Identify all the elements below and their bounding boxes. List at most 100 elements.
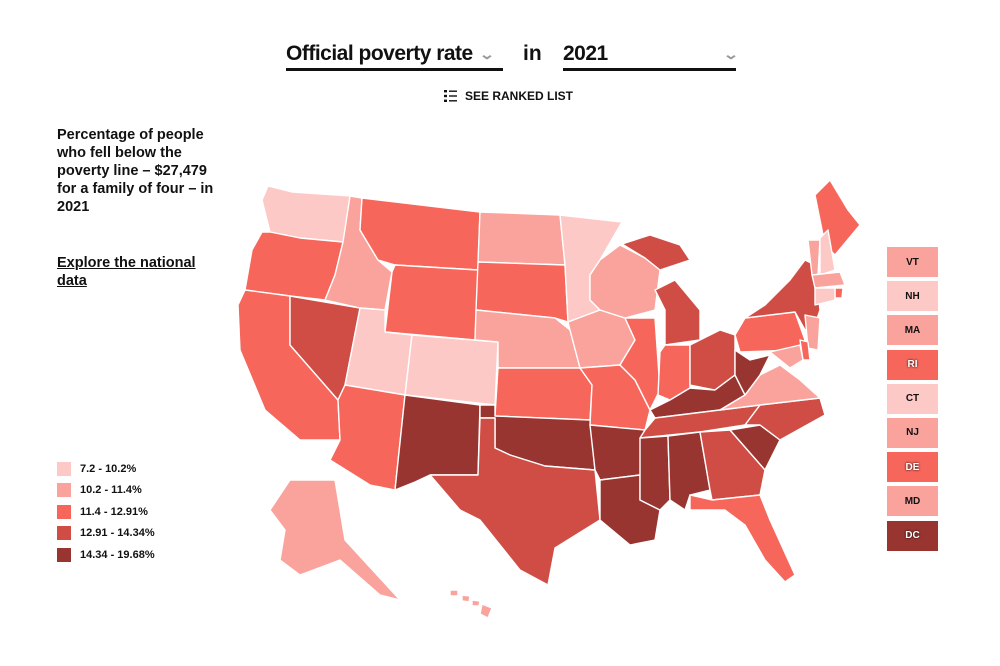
state-box-label: NJ: [906, 427, 919, 439]
state-shape[interactable]: [429, 417, 601, 586]
state-shape[interactable]: [479, 603, 493, 619]
state-ma[interactable]: [811, 271, 846, 289]
state-box-label: MD: [904, 495, 921, 507]
state-shape[interactable]: [621, 234, 691, 271]
legend-item: 12.91 - 14.34%: [57, 523, 155, 545]
state-shape[interactable]: [734, 349, 771, 396]
state-tx[interactable]: [429, 417, 601, 586]
state-sd[interactable]: [475, 261, 569, 323]
state-or[interactable]: [244, 231, 344, 301]
legend: 7.2 - 10.2% 10.2 - 11.4% 11.4 - 12.91% 12.9…: [57, 458, 155, 566]
metric-select-value: Official poverty rate: [286, 42, 473, 65]
state-nh[interactable]: [819, 229, 836, 276]
state-box-label: DE: [905, 461, 920, 473]
state-nj[interactable]: [804, 314, 821, 351]
list-icon: [444, 90, 457, 102]
state-wv[interactable]: [734, 349, 771, 396]
state-box-label: NH: [905, 290, 920, 302]
state-shape[interactable]: [475, 261, 569, 323]
state-shape[interactable]: [819, 229, 836, 276]
legend-item: 10.2 - 11.4%: [57, 480, 155, 502]
state-ri[interactable]: [834, 287, 844, 299]
metric-select[interactable]: Official poverty rate ⌄: [286, 40, 503, 71]
state-md[interactable]: [769, 344, 804, 369]
see-ranked-list-button[interactable]: SEE RANKED LIST: [444, 89, 573, 103]
chevron-down-icon: ⌄: [478, 45, 495, 62]
state-shape[interactable]: [384, 264, 479, 341]
legend-label: 14.34 - 19.68%: [80, 548, 155, 561]
state-shape[interactable]: [404, 334, 499, 406]
state-box-ma[interactable]: MA: [887, 315, 938, 346]
state-shape[interactable]: [804, 314, 821, 351]
small-states-list: VT NH MA RI CT NJ DE MD DC: [887, 247, 938, 555]
state-box-nj[interactable]: NJ: [887, 417, 938, 448]
state-shape[interactable]: [814, 287, 836, 306]
state-ms[interactable]: [639, 435, 671, 511]
state-wy[interactable]: [384, 264, 479, 341]
state-shape[interactable]: [589, 424, 646, 481]
state-shape[interactable]: [811, 271, 846, 289]
state-box-ri[interactable]: RI: [887, 349, 938, 380]
state-shape[interactable]: [329, 384, 406, 491]
connector-text: in: [523, 42, 542, 65]
state-shape[interactable]: [471, 599, 481, 607]
state-co[interactable]: [404, 334, 499, 406]
legend-label: 11.4 - 12.91%: [80, 505, 148, 518]
state-box-label: DC: [905, 530, 920, 541]
state-shape[interactable]: [589, 244, 661, 319]
state-ct[interactable]: [814, 287, 836, 306]
state-shape[interactable]: [834, 287, 844, 299]
state-box-vt[interactable]: VT: [887, 247, 938, 277]
state-box-ct[interactable]: CT: [887, 383, 938, 414]
chevron-down-icon: ⌄: [722, 45, 739, 62]
legend-item: 11.4 - 12.91%: [57, 501, 155, 523]
state-shape[interactable]: [639, 435, 671, 511]
state-wi[interactable]: [589, 244, 661, 319]
state-mi[interactable]: [621, 234, 701, 346]
state-fl[interactable]: [689, 494, 796, 583]
legend-label: 7.2 - 10.2%: [80, 462, 137, 475]
state-shape[interactable]: [449, 589, 459, 597]
state-shape[interactable]: [359, 197, 481, 271]
state-ak[interactable]: [269, 479, 401, 601]
state-az[interactable]: [329, 384, 406, 491]
map-description: Percentage of people who fell below the …: [57, 127, 214, 215]
state-shape[interactable]: [619, 317, 661, 411]
state-box-de[interactable]: DE: [887, 452, 938, 483]
state-box-label: CT: [905, 393, 920, 405]
state-shape[interactable]: [461, 594, 471, 603]
state-il[interactable]: [619, 317, 661, 411]
state-mt[interactable]: [359, 197, 481, 271]
legend-swatch: [57, 483, 71, 498]
state-hi[interactable]: [449, 589, 493, 619]
year-select-value: 2021: [563, 42, 608, 65]
state-ar[interactable]: [589, 424, 646, 481]
state-shape[interactable]: [494, 367, 593, 421]
legend-swatch: [57, 461, 71, 476]
see-ranked-list-label: SEE RANKED LIST: [465, 89, 574, 103]
state-shape[interactable]: [689, 494, 796, 583]
legend-label: 12.91 - 14.34%: [80, 527, 155, 540]
state-shape[interactable]: [477, 211, 566, 266]
state-shape[interactable]: [654, 279, 701, 346]
state-ks[interactable]: [494, 367, 593, 421]
legend-item: 7.2 - 10.2%: [57, 458, 155, 480]
state-box-label: RI: [907, 359, 918, 371]
legend-swatch: [57, 526, 71, 541]
state-nd[interactable]: [477, 211, 566, 266]
state-box-label: VT: [906, 256, 919, 268]
legend-swatch: [57, 504, 71, 519]
year-select[interactable]: 2021 ⌄: [563, 40, 739, 71]
state-box-nh[interactable]: NH: [887, 281, 938, 312]
legend-swatch: [57, 547, 71, 562]
state-shape[interactable]: [244, 231, 344, 301]
legend-label: 10.2 - 11.4%: [80, 484, 142, 497]
legend-item: 14.34 - 19.68%: [57, 544, 155, 566]
state-shape[interactable]: [769, 344, 804, 369]
state-box-label: MA: [904, 324, 921, 336]
explore-national-data-link[interactable]: Explore the national data: [57, 255, 196, 289]
state-shape[interactable]: [269, 479, 401, 601]
state-box-md[interactable]: MD: [887, 486, 938, 517]
state-box-dc[interactable]: DC: [887, 520, 938, 551]
